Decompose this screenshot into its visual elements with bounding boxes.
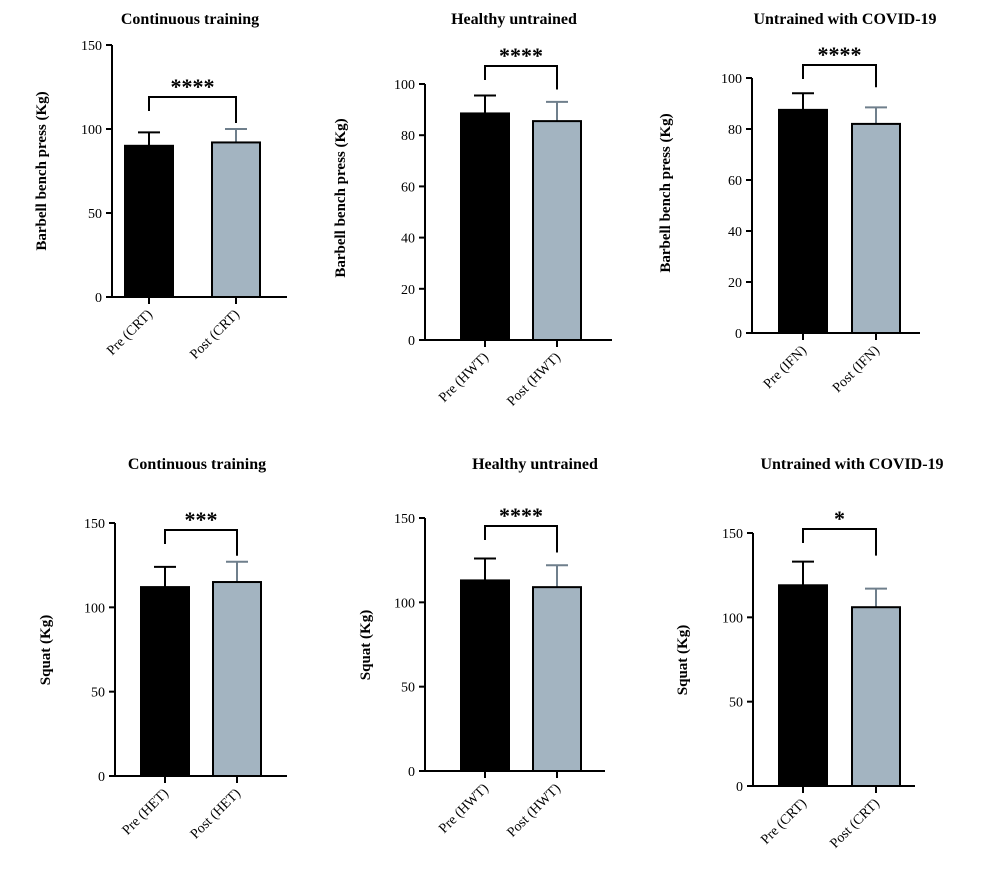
- panel-3-y-tick-label-2: 40: [728, 225, 742, 240]
- panel-6-ylabel: Squat (Kg): [675, 625, 691, 695]
- panel-6-y-tick-label-0: 0: [736, 780, 743, 795]
- panel-3-y-tick-label-3: 60: [728, 174, 742, 189]
- panel-5-significance-label: ****: [499, 503, 543, 528]
- panel-6-bar-1: [851, 606, 901, 787]
- panel-5-ylabel: Squat (Kg): [358, 610, 374, 680]
- panel-2-y-tick-label-4: 80: [401, 129, 415, 144]
- panel-4-y-tick-label-2: 100: [84, 601, 105, 616]
- panel-1-category-label-0: Pre (CRT): [104, 307, 156, 359]
- panel-5-title: Healthy untrained: [472, 456, 598, 473]
- panel-6-title: Untrained with COVID-19: [760, 456, 943, 473]
- panel-1-category-label-1: Post (CRT): [187, 307, 243, 363]
- panel-5-bar-0: [460, 579, 510, 773]
- panel-2-y-tick-label-5: 100: [394, 78, 415, 93]
- panel-2-y-tick-label-0: 0: [408, 334, 415, 349]
- panel-5-category-label-0: Pre (HWT): [436, 781, 492, 837]
- panel-2-y-tick-label-2: 40: [401, 232, 415, 247]
- panel-3-bar-0: [778, 108, 828, 334]
- panel-1-y-tick-label-0: 0: [95, 291, 102, 306]
- panel-3-significance-label: ****: [818, 42, 862, 67]
- panel-5-y-tick-label-0: 0: [408, 765, 415, 780]
- panel-3-title: Untrained with COVID-19: [753, 11, 936, 28]
- panel-2-significance-bracket: [484, 65, 558, 90]
- panel-6-y-tick-label-2: 100: [722, 611, 743, 626]
- panel-3-y-tick-label-0: 0: [735, 327, 742, 342]
- panel-3-ylabel: Barbell bench press (Kg): [658, 113, 674, 272]
- panel-6-y-tick-label-3: 150: [722, 527, 743, 542]
- panel-5-bar-1: [532, 586, 582, 772]
- panel-3-y-tick-label-1: 20: [728, 276, 742, 291]
- panel-4-y-tick-label-3: 150: [84, 517, 105, 532]
- panel-4-ylabel: Squat (Kg): [38, 615, 54, 685]
- panel-4-y-tick-label-1: 50: [91, 686, 105, 701]
- panel-4-y-tick-label-0: 0: [98, 770, 105, 785]
- panel-2-y-tick-label-1: 20: [401, 283, 415, 298]
- panel-5-y-tick-label-2: 100: [394, 596, 415, 611]
- panel-3-bar-1: [851, 122, 901, 335]
- panel-6-significance-bracket: [802, 528, 877, 556]
- panel-2-bar-1: [532, 120, 582, 342]
- panel-4-category-label-1: Post (HET): [188, 786, 244, 842]
- panel-1-y-tick-label-2: 100: [81, 123, 102, 138]
- panel-3-y-tick-label-5: 100: [721, 72, 742, 87]
- panel-2-title: Healthy untrained: [451, 11, 577, 28]
- panel-3-category-label-0: Pre (IFN): [761, 343, 810, 392]
- panel-6-category-label-1: Post (CRT): [827, 796, 883, 852]
- panel-2-y-tick-label-3: 60: [401, 180, 415, 195]
- panel-5-category-label-1: Post (HWT): [505, 781, 565, 841]
- panel-4-significance-bracket: [164, 529, 238, 556]
- panel-1-bar-1: [211, 141, 261, 298]
- panel-4-significance-label: ***: [185, 507, 218, 532]
- panel-1-title: Continuous training: [121, 11, 259, 28]
- panel-2-significance-label: ****: [499, 43, 543, 68]
- panel-4-title: Continuous training: [128, 456, 266, 473]
- panel-4-bar-0: [140, 586, 190, 777]
- panel-3-category-label-1: Post (IFN): [830, 343, 883, 396]
- panel-3-y-tick-label-4: 80: [728, 123, 742, 138]
- panel-4-bar-1: [212, 581, 262, 777]
- panel-1-bar-0: [124, 144, 174, 298]
- panel-1-significance-bracket: [148, 96, 237, 123]
- panel-6-category-label-0: Pre (CRT): [758, 796, 810, 848]
- panel-6-y-tick-label-1: 50: [729, 696, 743, 711]
- panel-4-category-label-0: Pre (HET): [120, 786, 172, 838]
- panel-6-significance-label: *: [834, 506, 845, 531]
- panel-6-bar-0: [778, 584, 828, 788]
- panel-5-significance-bracket: [484, 525, 558, 553]
- panel-1-y-tick-label-1: 50: [88, 207, 102, 222]
- panel-1-y-tick-label-3: 150: [81, 39, 102, 54]
- panel-5-y-tick-label-3: 150: [394, 512, 415, 527]
- panel-2-category-label-1: Post (HWT): [505, 350, 565, 410]
- panel-2-ylabel: Barbell bench press (Kg): [333, 118, 349, 277]
- panel-5-y-tick-label-1: 50: [401, 681, 415, 696]
- panel-3-significance-bracket: [802, 64, 877, 88]
- panel-1-significance-label: ****: [171, 74, 215, 99]
- panel-1-ylabel: Barbell bench press (Kg): [34, 91, 50, 250]
- panel-2-bar-0: [460, 112, 510, 341]
- panel-2-category-label-0: Pre (HWT): [436, 350, 492, 406]
